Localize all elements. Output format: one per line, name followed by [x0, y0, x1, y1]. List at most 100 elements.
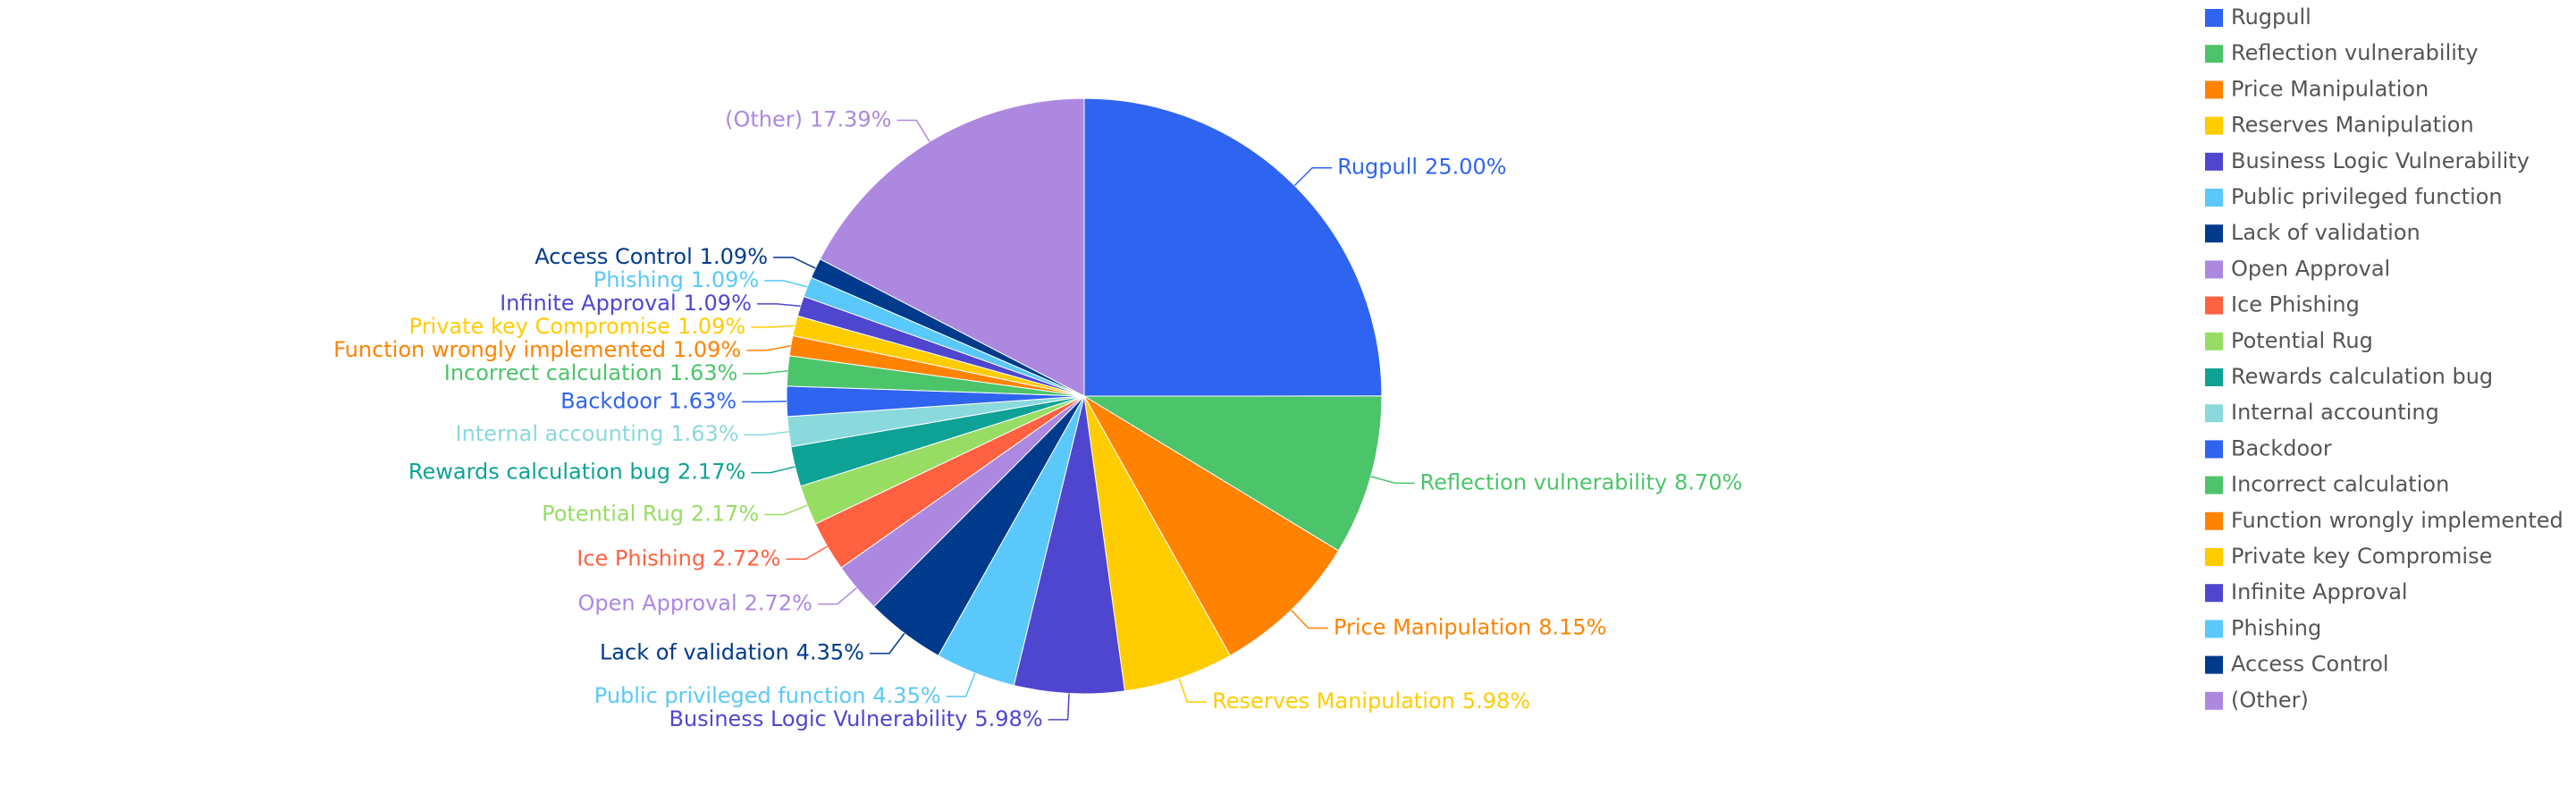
- leader-line: [744, 431, 789, 435]
- label-value: 1.09%: [691, 267, 759, 292]
- label-name: Public privileged function: [594, 683, 866, 708]
- legend-item[interactable]: Rewards calculation bug: [2205, 364, 2493, 389]
- label-value: 2.72%: [712, 545, 780, 570]
- legend-swatch: [2205, 152, 2223, 171]
- legend-item[interactable]: Rugpull: [2205, 4, 2311, 30]
- data-label: Function wrongly implemented 1.09%: [333, 337, 741, 362]
- label-name: Rugpull: [1337, 155, 1418, 180]
- label-name: Function wrongly implemented: [333, 337, 666, 362]
- label-value: 1.09%: [678, 314, 745, 339]
- legend-item[interactable]: Phishing: [2205, 615, 2321, 640]
- data-label: Private key Compromise 1.09%: [409, 314, 746, 339]
- legend-item[interactable]: Function wrongly implemented: [2205, 508, 2563, 533]
- label-name: Business Logic Vulnerability: [669, 706, 967, 731]
- legend-item[interactable]: Backdoor: [2205, 435, 2332, 460]
- label-name: Open Approval: [577, 591, 737, 616]
- label-value: 1.09%: [673, 337, 741, 362]
- legend-swatch: [2205, 80, 2223, 99]
- label-value: 5.98%: [1462, 688, 1530, 714]
- label-name: Ice Phishing: [577, 545, 705, 570]
- label-name: Infinite Approval: [500, 291, 677, 316]
- label-value: 1.09%: [684, 291, 752, 316]
- legend-item[interactable]: Private key Compromise: [2205, 544, 2492, 569]
- legend-label: Phishing: [2231, 615, 2321, 640]
- legend-item[interactable]: Price Manipulation: [2205, 76, 2429, 101]
- label-name: Potential Rug: [542, 501, 684, 526]
- legend-swatch: [2205, 368, 2223, 386]
- data-label: Access Control 1.09%: [535, 244, 768, 269]
- legend-swatch: [2205, 332, 2223, 351]
- label-value: 5.98%: [974, 706, 1042, 731]
- data-label: Infinite Approval 1.09%: [500, 291, 752, 316]
- legend-item[interactable]: Incorrect calculation: [2205, 472, 2449, 497]
- legend-item[interactable]: Reserves Manipulation: [2205, 113, 2474, 138]
- label-value: 2.72%: [745, 591, 812, 616]
- leader-line: [869, 632, 905, 655]
- legend-item[interactable]: Internal accounting: [2205, 400, 2439, 425]
- pie-slice: [1083, 395, 1232, 692]
- data-label: Rugpull 25.00%: [1337, 155, 1506, 180]
- label-value: 1.63%: [669, 388, 737, 413]
- data-label: Rewards calculation bug 2.17%: [408, 460, 745, 485]
- legend-label: Ice Phishing: [2231, 292, 2360, 317]
- label-name: Internal accounting: [455, 421, 663, 446]
- legend-label: Business Logic Vulnerability: [2231, 148, 2530, 173]
- leader-line: [764, 280, 808, 288]
- legend-label: Rewards calculation bug: [2231, 364, 2493, 389]
- legend-label: Open Approval: [2231, 256, 2390, 281]
- data-label: Internal accounting 1.63%: [455, 421, 738, 446]
- legend-label: Infinite Approval: [2231, 579, 2408, 604]
- data-label: Business Logic Vulnerability 5.98%: [669, 706, 1042, 731]
- leader-line: [756, 303, 801, 308]
- data-label: Price Manipulation 8.15%: [1334, 615, 1607, 640]
- legend-swatch: [2205, 116, 2223, 135]
- legend-item[interactable]: Business Logic Vulnerability: [2205, 148, 2530, 173]
- legend-swatch: [2205, 189, 2223, 207]
- label-name: Reflection vulnerability: [1420, 469, 1668, 494]
- legend-item[interactable]: Lack of validation: [2205, 220, 2420, 245]
- legend-item[interactable]: (Other): [2205, 688, 2309, 713]
- legend-label: Lack of validation: [2231, 220, 2420, 245]
- legend-label: Reflection vulnerability: [2231, 40, 2479, 65]
- leader-line: [751, 325, 796, 328]
- label-name: Private key Compromise: [409, 314, 670, 339]
- leader-line: [764, 504, 808, 516]
- label-value: 17.39%: [810, 107, 892, 132]
- data-label: Lack of validation 4.35%: [600, 640, 864, 665]
- data-label: Potential Rug 2.17%: [542, 501, 759, 526]
- legend-label: Rugpull: [2231, 4, 2311, 30]
- label-value: 2.17%: [691, 501, 759, 526]
- legend-swatch: [2205, 9, 2223, 27]
- leader-line: [746, 344, 791, 351]
- legend-item[interactable]: Public privileged function: [2205, 184, 2503, 209]
- data-label: Backdoor 1.63%: [560, 388, 737, 413]
- leader-line: [751, 466, 796, 474]
- legend-swatch: [2205, 620, 2223, 638]
- legend-item[interactable]: Reflection vulnerability: [2205, 40, 2479, 65]
- legend-label: Private key Compromise: [2231, 544, 2492, 569]
- legend-item[interactable]: Open Approval: [2205, 256, 2390, 281]
- legend-item[interactable]: Infinite Approval: [2205, 579, 2408, 604]
- label-value: 4.35%: [872, 683, 940, 708]
- legend-item[interactable]: Potential Rug: [2205, 328, 2373, 353]
- leader-line: [946, 672, 976, 697]
- leader-line: [1370, 476, 1415, 485]
- pie-slice: [1013, 395, 1126, 695]
- data-label: Open Approval 2.72%: [577, 591, 812, 616]
- pie-slice: [1083, 97, 1383, 397]
- legend-swatch: [2205, 511, 2223, 530]
- data-label: Reflection vulnerability 8.70%: [1420, 469, 1743, 494]
- label-value: 8.15%: [1538, 615, 1606, 640]
- legend-item[interactable]: Ice Phishing: [2205, 292, 2360, 317]
- legend-swatch: [2205, 584, 2223, 603]
- leader-line: [773, 257, 816, 269]
- legend-item[interactable]: Access Control: [2205, 652, 2389, 677]
- label-value: 25.00%: [1425, 155, 1507, 180]
- label-name: Backdoor: [560, 388, 661, 413]
- legend-label: (Other): [2231, 688, 2309, 713]
- label-value: 1.63%: [670, 421, 738, 446]
- label-value: 2.17%: [678, 460, 745, 485]
- data-label: Incorrect calculation 1.63%: [444, 360, 738, 385]
